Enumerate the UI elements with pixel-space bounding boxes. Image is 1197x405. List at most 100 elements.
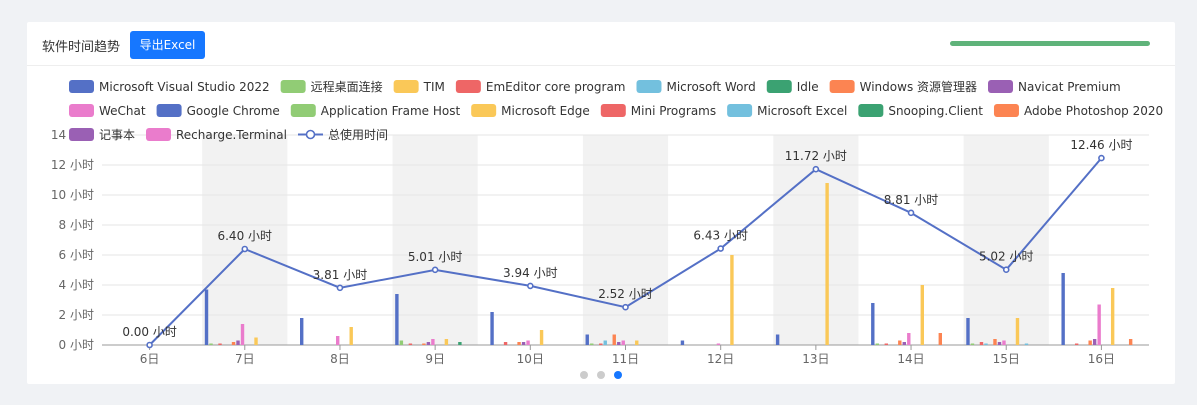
line-data-label: 6.40 小时	[217, 229, 272, 243]
legend-label[interactable]: 总使用时间	[328, 127, 388, 142]
line-data-label: 8.81 小时	[884, 193, 939, 207]
legend-label[interactable]: 记事本	[99, 128, 135, 142]
legend-marker[interactable]	[727, 104, 753, 117]
line-point[interactable]	[907, 209, 915, 217]
line-data-label: 5.01 小时	[408, 250, 463, 264]
legend-marker[interactable]	[858, 104, 884, 117]
bar	[503, 342, 508, 345]
export-excel-button[interactable]: 导出Excel	[130, 31, 205, 59]
legend-marker[interactable]	[156, 104, 182, 117]
legend-marker[interactable]	[146, 128, 172, 141]
line-data-label: 0.00 小时	[122, 325, 177, 339]
split-area	[202, 135, 288, 345]
line-point[interactable]	[527, 282, 534, 290]
legend-marker[interactable]	[993, 104, 1019, 117]
line-point[interactable]	[812, 165, 820, 173]
bar	[300, 318, 304, 345]
chart-card: 软件时间趋势 导出Excel 0 小时 2 小时 4 小时 6 小时 8 小时 10 小时…	[27, 22, 1175, 384]
legend-label[interactable]: Idle	[797, 80, 819, 94]
bar	[871, 303, 875, 345]
bar	[349, 327, 353, 345]
legend-label[interactable]: 远程桌面连接	[311, 79, 383, 94]
bar	[716, 343, 721, 345]
bar	[204, 289, 209, 345]
legend-label[interactable]: EmEditor core program	[486, 80, 626, 94]
bar	[240, 324, 245, 345]
x-tick-label: 8日	[330, 352, 350, 366]
legend-marker[interactable]	[290, 104, 316, 117]
legend-marker[interactable]	[766, 80, 792, 93]
legend-label[interactable]: Microsoft Visual Studio 2022	[99, 80, 270, 94]
y-tick-label: 10 小时	[51, 188, 94, 202]
bar	[236, 340, 240, 345]
legend-label[interactable]: Mini Programs	[631, 104, 716, 118]
legend-label[interactable]: Microsoft Edge	[501, 104, 590, 118]
split-area	[963, 135, 1049, 345]
x-tick-label: 13日	[802, 352, 829, 366]
line-point[interactable]	[431, 266, 439, 274]
legend-marker[interactable]	[69, 104, 94, 117]
bar	[984, 343, 988, 345]
bar	[1015, 318, 1020, 345]
x-tick-label: 10日	[517, 352, 544, 366]
bar	[231, 342, 236, 345]
y-tick-label: 2 小时	[59, 308, 94, 322]
line-point[interactable]	[1002, 266, 1010, 273]
legend-marker[interactable]	[455, 80, 481, 93]
pager-dot-3[interactable]	[614, 371, 622, 379]
legend-marker[interactable]	[600, 104, 626, 117]
progress-bar	[950, 41, 1150, 46]
legend-marker[interactable]	[69, 80, 94, 93]
chart-pager	[580, 371, 640, 381]
bar	[1061, 273, 1065, 345]
legend-label[interactable]: Recharge.Terminal	[176, 128, 287, 142]
bar	[590, 343, 594, 345]
legend-marker[interactable]	[829, 80, 855, 93]
legend-marker[interactable]	[636, 80, 662, 93]
line-point[interactable]	[146, 341, 153, 349]
bar	[422, 343, 426, 345]
bar	[680, 340, 685, 345]
line-point[interactable]	[622, 303, 629, 311]
legend-marker[interactable]	[69, 128, 94, 141]
legend-label[interactable]: Google Chrome	[187, 104, 280, 118]
bar	[426, 342, 431, 345]
bar	[490, 312, 494, 345]
bar	[902, 342, 906, 345]
legend-label[interactable]: TIM	[423, 80, 445, 94]
pager-dot-1[interactable]	[580, 371, 588, 379]
line-point[interactable]	[717, 245, 724, 252]
y-tick-label: 4 小时	[59, 278, 94, 292]
legend-label[interactable]: Microsoft Excel	[757, 104, 847, 118]
bar	[521, 342, 526, 345]
y-tick-label: 12 小时	[51, 158, 94, 172]
legend-marker[interactable]	[280, 80, 306, 93]
bar	[920, 285, 924, 345]
legend-label[interactable]: Adobe Photoshop 2020	[1024, 104, 1163, 118]
legend-marker[interactable]	[471, 104, 497, 117]
legend-marker[interactable]	[305, 129, 316, 140]
card-header: 软件时间趋势 导出Excel	[27, 22, 1175, 66]
bar	[617, 342, 621, 345]
line-point[interactable]	[241, 245, 249, 253]
legend-label[interactable]: WeChat	[99, 104, 146, 118]
bar	[993, 339, 997, 345]
legend-label[interactable]: Snooping.Client	[888, 104, 983, 118]
bar	[1088, 340, 1092, 345]
legend-label[interactable]: Navicat Premium	[1018, 80, 1121, 94]
bar	[966, 318, 970, 345]
legend-label[interactable]: Windows 资源管理器	[860, 79, 977, 94]
line-point[interactable]	[336, 284, 344, 292]
bar	[431, 339, 435, 345]
bar	[1097, 304, 1101, 345]
legend-marker[interactable]	[393, 80, 419, 93]
legend-label[interactable]: Microsoft Word	[666, 80, 755, 94]
pager-dot-2[interactable]	[597, 371, 605, 379]
x-tick-label: 15日	[993, 352, 1020, 366]
bar	[907, 333, 911, 345]
legend-marker[interactable]	[988, 80, 1014, 93]
line-point[interactable]	[1098, 154, 1105, 162]
x-tick-label: 9日	[425, 352, 445, 366]
legend-label[interactable]: Application Frame Host	[321, 104, 461, 118]
